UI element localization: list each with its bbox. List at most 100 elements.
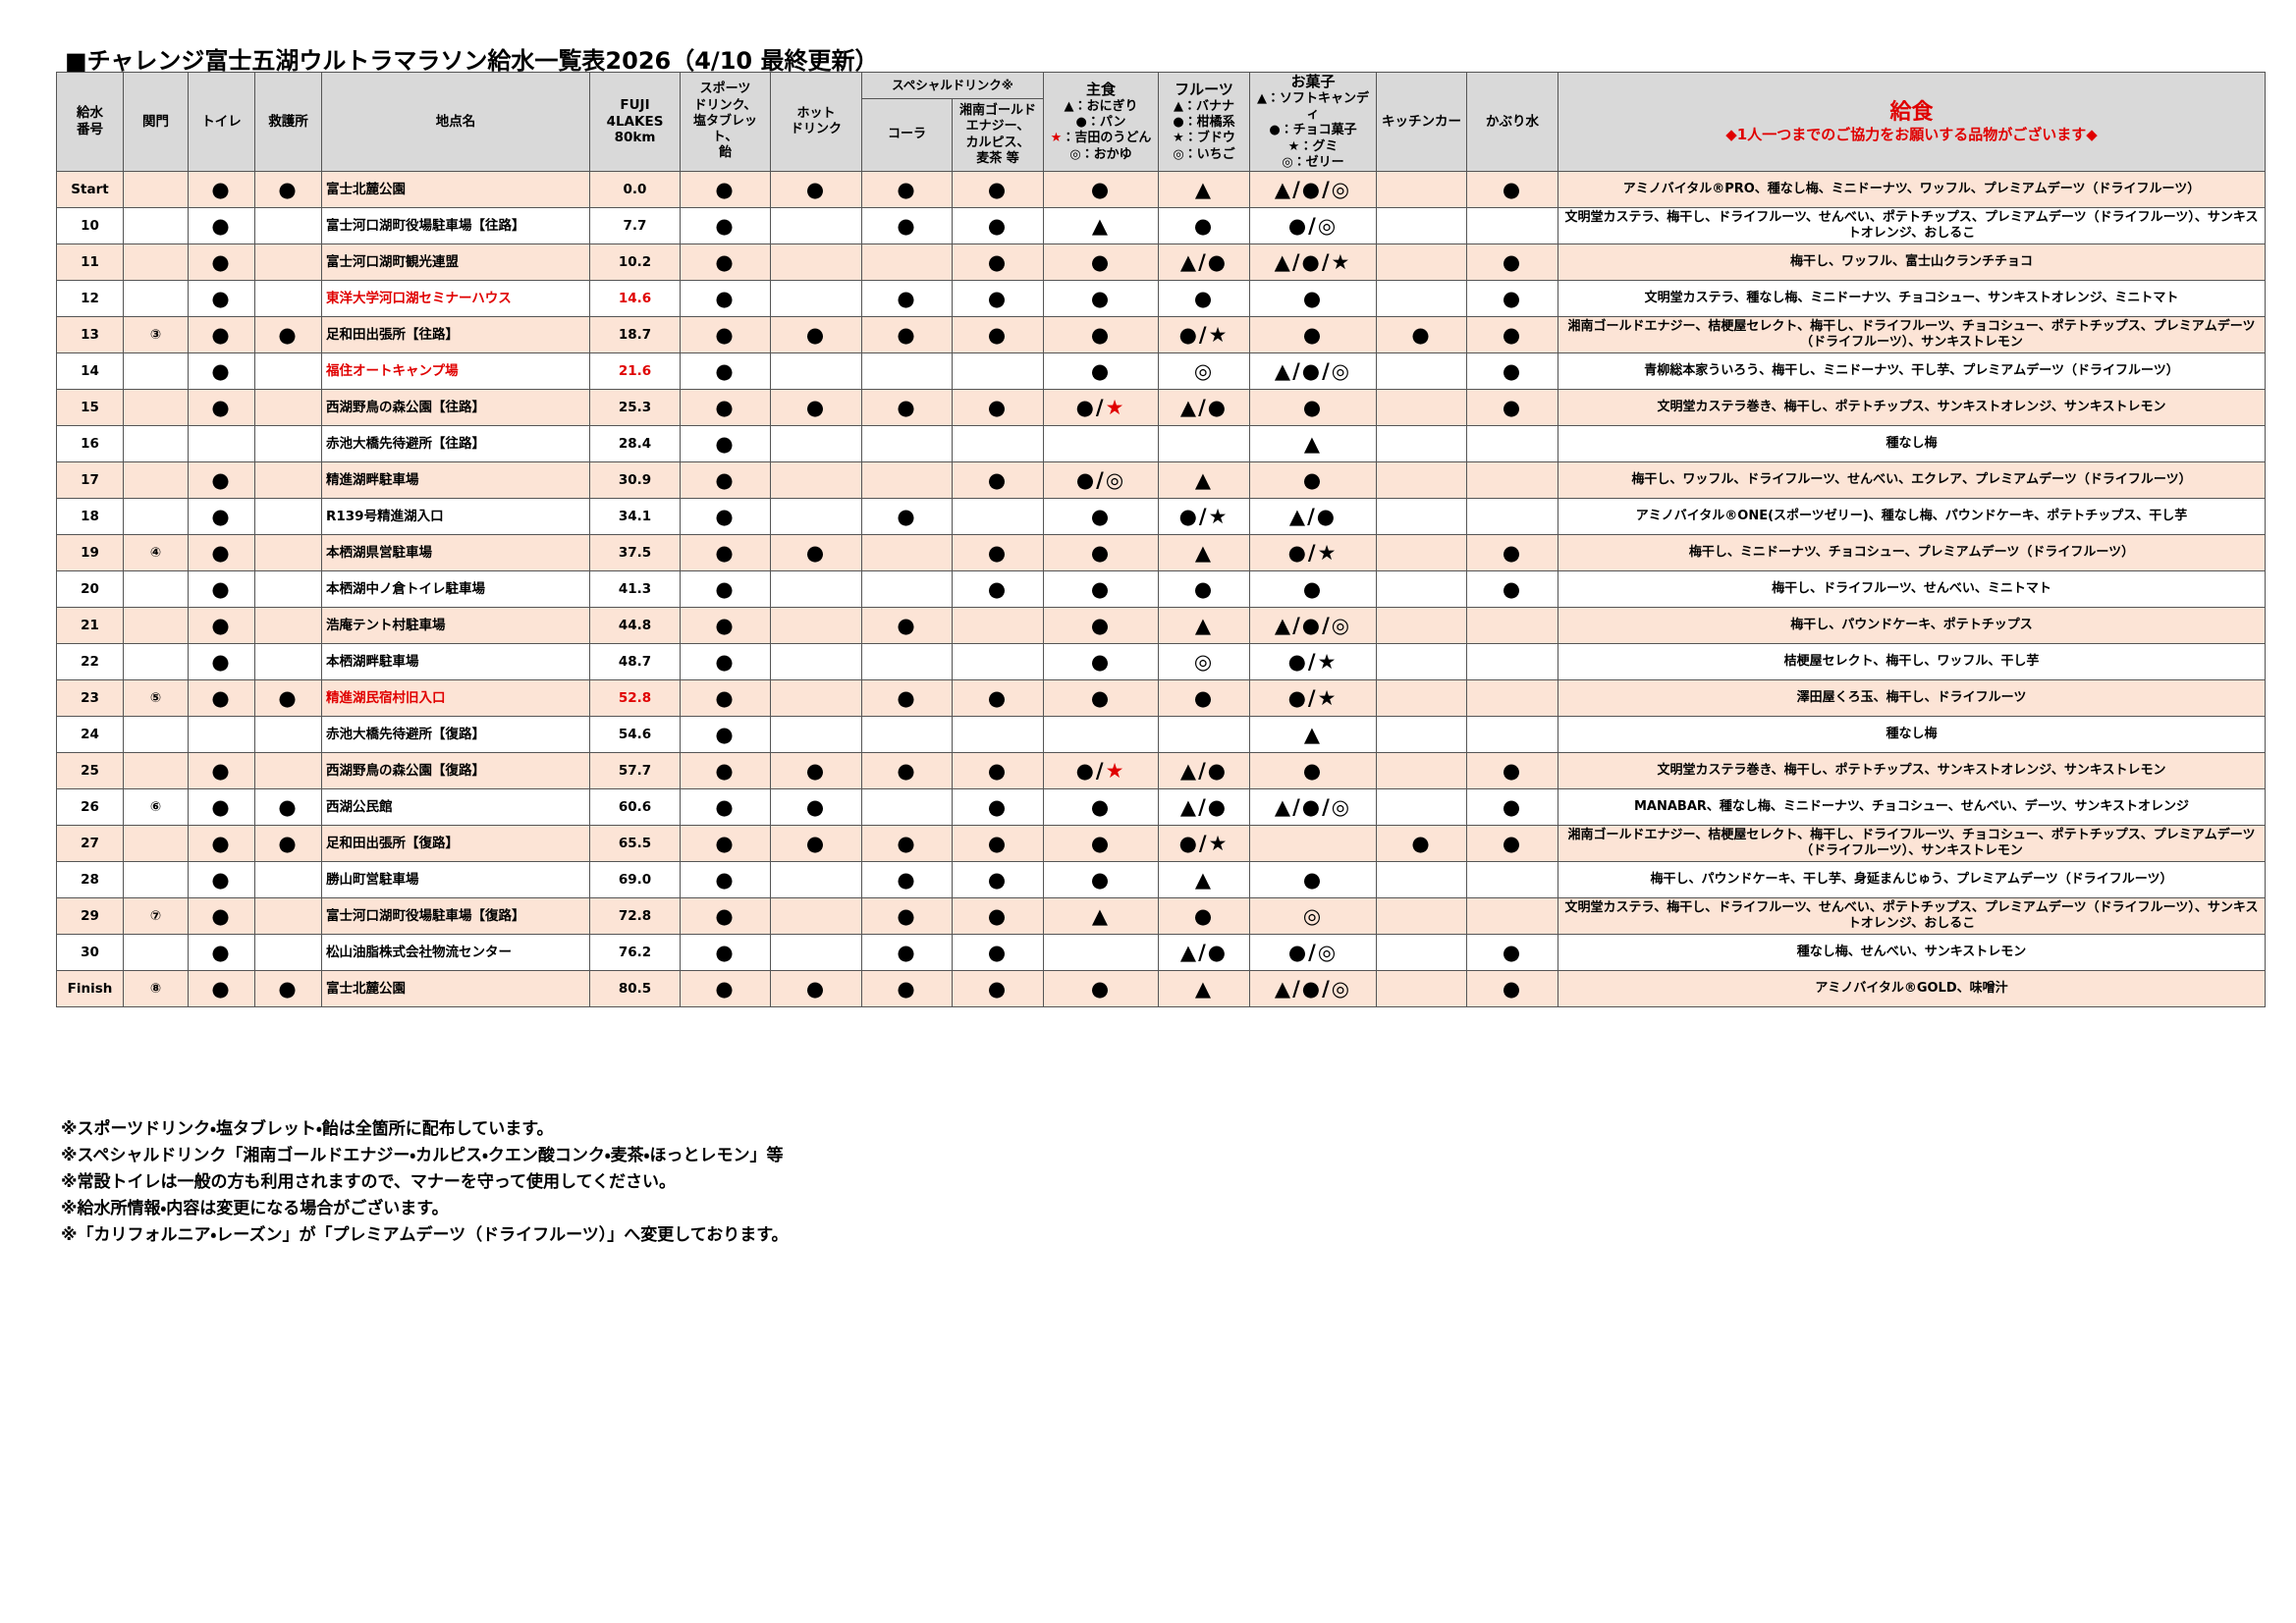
table-cell: ●/★ (1158, 498, 1250, 535)
table-cell: 富士北麓公園 (321, 970, 590, 1007)
table-cell: ● (254, 679, 322, 717)
table-cell: ▲ (1158, 171, 1250, 208)
table-cell (1158, 716, 1250, 753)
table-cell: ● (1249, 389, 1377, 426)
table-cell: 80.5 (589, 970, 681, 1007)
table-cell: 桔梗屋セレクト、梅干し、ワッフル、干し芋 (1558, 643, 2266, 680)
table-row: 12 ● 東洋大学河口湖セミナーハウス 14.6 ● ● ● ● ● ● ● 文明堂カステラ、種なし梅… (56, 280, 2266, 317)
table-cell: ● (254, 171, 322, 208)
table-cell: ● (1466, 970, 1558, 1007)
table-cell: ▲/● (1158, 752, 1250, 789)
table-cell: 10.2 (589, 243, 681, 281)
table-cell: 青柳総本家ういろう、梅干し、ミニドーナツ、干し芋、プレミアムデーツ（ドライフルー… (1558, 352, 2266, 390)
legend-item: ●：パン (1075, 115, 1126, 131)
column-title: 給食 (1889, 99, 1934, 125)
table-row: 23 ⑤ ● ● 精進湖民宿村旧入口 52.8 ● ● ● ● ● ●/★ 澤田屋くろ玉、梅干し、ドライ… (56, 679, 2266, 717)
table-cell: ● (770, 752, 862, 789)
table-cell (1376, 607, 1467, 644)
table-cell: 富士北麓公園 (321, 171, 590, 208)
table-cell (123, 607, 189, 644)
table-cell: ● (1249, 752, 1377, 789)
table-cell (123, 752, 189, 789)
table-cell (1376, 425, 1467, 462)
table-row: 16 赤池大橋先待避所【往路】 28.4 ● ▲ 種なし梅 (56, 425, 2266, 462)
table-cell: ●/◎ (1043, 461, 1159, 499)
table-cell: 12 (56, 280, 124, 317)
table-cell: Start (56, 171, 124, 208)
table-cell: R139号精進湖入口 (321, 498, 590, 535)
table-cell (254, 389, 322, 426)
table-cell (861, 461, 953, 499)
table-cell (254, 207, 322, 244)
table-cell (952, 352, 1044, 390)
table-cell: 27 (56, 825, 124, 862)
column-header: 救護所 (254, 72, 322, 172)
table-cell: ● (188, 934, 255, 971)
table-cell (123, 425, 189, 462)
table-cell: ●/★ (1249, 643, 1377, 680)
table-cell: ● (861, 316, 953, 353)
table-cell: ▲ (1158, 970, 1250, 1007)
table-cell: ● (188, 316, 255, 353)
table-cell: ● (188, 498, 255, 535)
table-cell: ● (1043, 316, 1159, 353)
table-cell (861, 570, 953, 608)
table-cell: ● (952, 389, 1044, 426)
table-cell (254, 570, 322, 608)
table-cell: ● (188, 788, 255, 826)
table-cell: ● (1043, 171, 1159, 208)
table-cell (770, 461, 862, 499)
table-cell: ● (188, 607, 255, 644)
table-cell: ● (680, 534, 771, 571)
table-cell (1466, 607, 1558, 644)
footnote: ※給水所情報・内容は変更になる場合がございます。 (61, 1199, 449, 1218)
table-cell: ● (952, 316, 1044, 353)
table-cell (770, 716, 862, 753)
table-cell (123, 498, 189, 535)
table-cell (861, 788, 953, 826)
table-cell: ●/★ (1249, 679, 1377, 717)
table-cell: ●/★ (1043, 389, 1159, 426)
table-cell: ● (770, 788, 862, 826)
table-cell (1249, 825, 1377, 862)
table-cell: ● (1043, 243, 1159, 281)
table-cell: ● (770, 970, 862, 1007)
table-cell: ▲ (1158, 861, 1250, 898)
table-cell: ● (1043, 970, 1159, 1007)
table-cell: ● (861, 498, 953, 535)
table-cell: ● (861, 607, 953, 644)
table-cell: ● (680, 788, 771, 826)
table-cell (123, 280, 189, 317)
column-title: 主食 (1085, 81, 1116, 99)
table-cell: ● (770, 389, 862, 426)
footnote: ※スペシャルドリンク「湘南ゴールドエナジー・カルピス・クエン酸コンク・麦茶・ほっ… (61, 1146, 784, 1165)
table-cell (254, 607, 322, 644)
table-cell: ● (1466, 352, 1558, 390)
table-cell: 17 (56, 461, 124, 499)
table-cell: ● (1158, 207, 1250, 244)
table-cell: ● (1466, 934, 1558, 971)
table-cell: ▲/●/◎ (1249, 171, 1377, 208)
table-cell (254, 243, 322, 281)
header-row: 給水 番号 関門 トイレ 救護所 地点名 FUJI 4LAKES 80km スポーツ ドリン… (56, 72, 2266, 172)
table-row: 26 ⑥ ● ● 西湖公民館 60.6 ● ● ● ● ▲/● ▲/●/◎ ● MANABAR、種なし梅、… (56, 788, 2266, 826)
table-cell (123, 352, 189, 390)
table-cell: ● (952, 752, 1044, 789)
table-cell: ● (680, 716, 771, 753)
table-row: 20 ● 本栖湖中ノ倉トイレ駐車場 41.3 ● ● ● ● ● ● 梅干し、ドライフルーツ、せんべ… (56, 570, 2266, 608)
table-cell: 種なし梅 (1558, 716, 2266, 753)
table-cell (123, 171, 189, 208)
table-cell: ⑦ (123, 897, 189, 935)
table-cell: ● (861, 752, 953, 789)
table-cell: 赤池大橋先待避所【復路】 (321, 716, 590, 753)
table-cell: 澤田屋くろ玉、梅干し、ドライフルーツ (1558, 679, 2266, 717)
legend-item: ▲：ソフトキャンディ (1257, 90, 1369, 122)
table-cell (952, 425, 1044, 462)
table-cell: ▲/●/★ (1249, 243, 1377, 281)
table-cell: ● (952, 897, 1044, 935)
table-cell: ● (188, 352, 255, 390)
legend-item: ▲：バナナ (1174, 98, 1234, 114)
table-cell: ●/◎ (1249, 934, 1377, 971)
table-cell: ● (188, 243, 255, 281)
